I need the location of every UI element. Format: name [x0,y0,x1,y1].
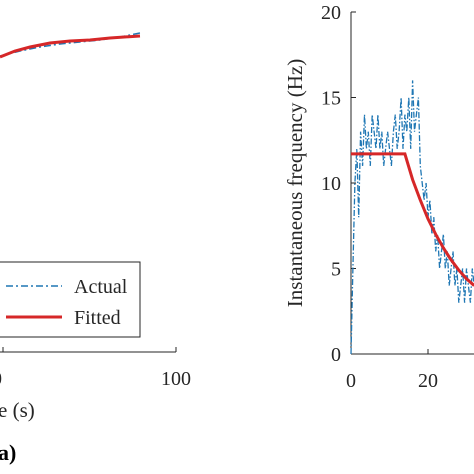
left-chart: 0 100 e (s) Actual Fitted [0,32,191,422]
right-y-tick-label-10: 10 [321,173,341,195]
left-x-tick-label-0: 0 [0,368,2,390]
legend-label-fitted: Fitted [74,307,121,329]
right-chart: 0 5 10 15 20 0 20 Instantaneous frequenc… [283,2,474,392]
right-y-tick-label-20: 20 [321,2,341,24]
left-series-fitted [0,34,141,59]
left-x-tick-label-100: 100 [161,368,191,390]
right-y-tick-label-15: 15 [321,88,341,110]
legend-box [0,261,141,338]
right-x-tick-label-20: 20 [418,370,438,392]
panel-label-a: a) [0,440,16,465]
right-y-tick-label-0: 0 [331,344,341,366]
right-series-actual [350,80,474,355]
left-x-axis-label: e (s) [0,398,35,422]
right-series-fitted [351,152,474,287]
legend: Actual Fitted [0,261,141,338]
right-x-tick-label-0: 0 [346,370,356,392]
right-y-tick-label-5: 5 [331,259,341,281]
right-y-axis-label: Instantaneous frequency (Hz) [283,59,307,307]
legend-label-actual: Actual [74,276,128,298]
left-series-actual [0,32,141,57]
